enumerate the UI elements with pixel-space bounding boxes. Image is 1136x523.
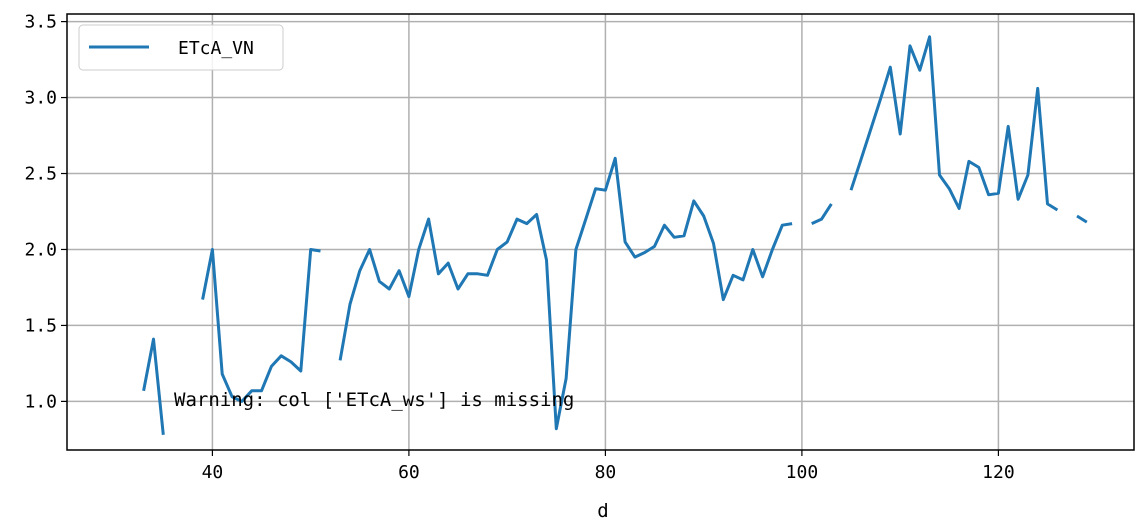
series-layer: [142, 35, 1088, 435]
y-tick-label: 2.5: [24, 164, 57, 185]
legend-label: ETcA_VN: [178, 38, 254, 59]
y-tick-label: 1.0: [24, 391, 57, 412]
y-tick-label: 2.0: [24, 239, 57, 260]
x-axis-label: d: [597, 500, 608, 522]
x-tick-label: 60: [398, 462, 420, 483]
x-tick-label: 40: [202, 462, 224, 483]
ticks: 40 60 80 100 120 1.0 1.5 2.0 2.5 3.0 3.5: [24, 12, 1014, 483]
x-tick-label: 100: [786, 462, 819, 483]
legend: ETcA_VN: [78, 24, 284, 71]
annotation-text: Warning: col ['ETcA_ws'] is missing: [174, 389, 574, 411]
x-tick-label: 120: [982, 462, 1015, 483]
plot-frame: [66, 13, 1135, 451]
y-tick-label: 3.5: [24, 12, 57, 33]
legend-box: [78, 24, 284, 71]
grid: [67, 14, 1134, 450]
series-line: [142, 35, 1088, 435]
y-tick-label: 3.0: [24, 88, 57, 109]
x-tick-label: 80: [595, 462, 617, 483]
y-tick-label: 1.5: [24, 315, 57, 336]
